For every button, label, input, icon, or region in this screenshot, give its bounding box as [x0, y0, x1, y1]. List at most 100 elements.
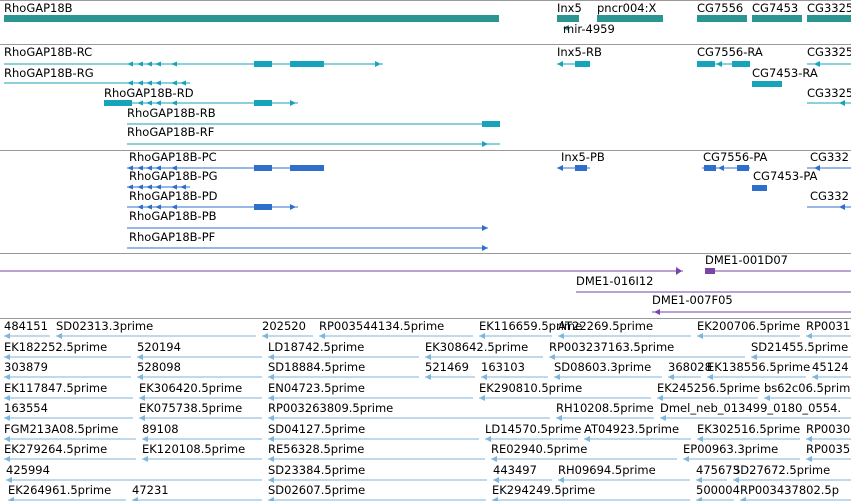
exon-glyph[interactable] — [127, 61, 133, 67]
exon-glyph[interactable] — [697, 61, 715, 67]
est-label[interactable]: RP003237163.5prime — [549, 339, 675, 354]
est-label[interactable]: 45124 — [812, 360, 849, 374]
est-label[interactable]: EK116659.5prime — [479, 319, 583, 333]
gene-glyph[interactable] — [752, 15, 802, 22]
est-label[interactable]: SD21455.5prime — [751, 339, 849, 354]
est-glyph[interactable] — [4, 395, 10, 401]
protein-label[interactable]: CG7453-PA — [753, 169, 818, 183]
est-label[interactable]: RE56328.5prime — [268, 442, 365, 456]
exon-glyph[interactable] — [716, 61, 722, 67]
gene-label[interactable]: pncr004:X — [597, 1, 657, 15]
exon-glyph[interactable] — [146, 204, 152, 210]
est-glyph[interactable] — [4, 436, 10, 442]
est-label[interactable]: 89108 — [142, 421, 179, 436]
est-label[interactable]: SD02313.3prime — [56, 319, 154, 333]
est-glyph[interactable] — [707, 374, 713, 380]
exon-glyph[interactable] — [290, 100, 296, 106]
protein-label[interactable]: RhoGAP18B-PG — [129, 169, 218, 183]
est-label[interactable]: 368028 — [668, 360, 712, 374]
est-glyph[interactable] — [481, 374, 487, 380]
est-label[interactable]: 528098 — [137, 360, 181, 374]
est-glyph[interactable] — [4, 354, 10, 360]
est-label[interactable]: 475673 — [696, 462, 740, 477]
est-glyph[interactable] — [268, 477, 274, 483]
clone-label[interactable]: DME1-007F05 — [652, 293, 733, 307]
protein-label[interactable]: CG7556-PA — [703, 150, 768, 164]
est-label[interactable]: EK290810.5prime — [479, 380, 583, 395]
exon-glyph[interactable] — [171, 61, 177, 67]
est-label[interactable]: 425994 — [6, 462, 50, 477]
est-glyph[interactable] — [668, 374, 674, 380]
est-glyph[interactable] — [556, 415, 562, 421]
protein-label[interactable]: RhoGAP18B-PF — [129, 230, 216, 244]
est-glyph[interactable] — [268, 436, 274, 442]
est-label[interactable]: 303879 — [4, 360, 48, 374]
est-label[interactable]: EK294249.5prime — [492, 483, 596, 497]
est-label[interactable]: SD18884.5prime — [268, 360, 366, 374]
exon-glyph[interactable] — [171, 100, 177, 106]
protein-label[interactable]: CG332 — [810, 150, 849, 164]
est-label[interactable]: RP0035 — [806, 442, 851, 456]
est-glyph[interactable] — [549, 354, 555, 360]
est-label[interactable]: Dmel_neb_013499_0180_0554. — [660, 401, 842, 415]
est-label[interactable]: AT04923.5prime — [584, 421, 680, 436]
clone-glyph[interactable] — [654, 309, 660, 315]
transcript-label[interactable]: Inx5-RB — [557, 45, 602, 59]
exon-glyph[interactable] — [814, 165, 820, 171]
est-label[interactable]: SD23384.5prime — [268, 462, 366, 477]
exon-glyph[interactable] — [137, 61, 143, 67]
est-glyph[interactable] — [733, 477, 739, 483]
est-glyph[interactable] — [132, 497, 138, 501]
est-glyph[interactable] — [492, 497, 498, 501]
est-glyph[interactable] — [319, 333, 325, 339]
est-label[interactable]: SD04127.5prime — [268, 421, 366, 436]
transcript-label[interactable]: RhoGAP18B-RB — [127, 106, 216, 120]
est-label[interactable]: RP003437802.5p — [740, 483, 840, 497]
est-glyph[interactable] — [4, 333, 10, 339]
est-glyph[interactable] — [740, 497, 746, 501]
exon-glyph[interactable] — [557, 165, 563, 171]
est-glyph[interactable] — [268, 497, 274, 501]
est-glyph[interactable] — [4, 374, 10, 380]
est-label[interactable]: SD02607.5prime — [268, 483, 366, 497]
est-label[interactable]: RP003544134.5prime — [319, 319, 445, 333]
est-glyph[interactable] — [751, 354, 757, 360]
exon-glyph[interactable] — [375, 61, 381, 67]
est-label[interactable]: EK120108.5prime — [142, 442, 246, 456]
est-glyph[interactable] — [696, 477, 702, 483]
exon-glyph[interactable] — [290, 61, 324, 67]
est-glyph[interactable] — [697, 333, 703, 339]
est-label[interactable]: FGM213A08.5prime — [4, 421, 119, 436]
gene-glyph[interactable] — [4, 15, 499, 22]
exon-glyph[interactable] — [254, 165, 272, 171]
est-label[interactable]: RH10208.5prime — [556, 401, 654, 415]
protein-label[interactable]: Inx5-PB — [561, 150, 605, 164]
exon-glyph[interactable] — [171, 204, 177, 210]
est-label[interactable]: 47231 — [132, 483, 169, 497]
gene-label[interactable]: Inx5 — [557, 1, 582, 15]
exon-glyph[interactable] — [155, 61, 161, 67]
gene-label[interactable]: CG3325 — [807, 1, 851, 15]
est-glyph[interactable] — [493, 477, 499, 483]
est-label[interactable]: EK075738.5prime — [139, 401, 243, 415]
exon-glyph[interactable] — [155, 204, 161, 210]
est-label[interactable]: 520194 — [137, 339, 181, 354]
exon-glyph[interactable] — [482, 225, 488, 231]
transcript-label[interactable]: CG7556-RA — [697, 45, 763, 59]
est-label[interactable]: 484151 — [4, 319, 48, 333]
est-label[interactable]: RP0030 — [806, 421, 851, 436]
est-glyph[interactable] — [4, 415, 10, 421]
exon-glyph[interactable] — [146, 61, 152, 67]
est-glyph[interactable] — [812, 374, 818, 380]
transcript-label[interactable]: RhoGAP18B-RF — [127, 125, 215, 139]
est-glyph[interactable] — [485, 436, 491, 442]
est-label[interactable]: AT22269.5prime — [558, 319, 654, 333]
est-glyph[interactable] — [491, 456, 497, 462]
gene-glyph[interactable] — [807, 15, 851, 22]
est-glyph[interactable] — [479, 395, 485, 401]
exon-glyph[interactable] — [137, 204, 143, 210]
est-glyph[interactable] — [139, 415, 145, 421]
est-label[interactable]: EN04723.5prime — [268, 380, 365, 395]
exon-glyph[interactable] — [575, 61, 590, 67]
est-label[interactable]: SD08603.3prime — [554, 360, 652, 374]
